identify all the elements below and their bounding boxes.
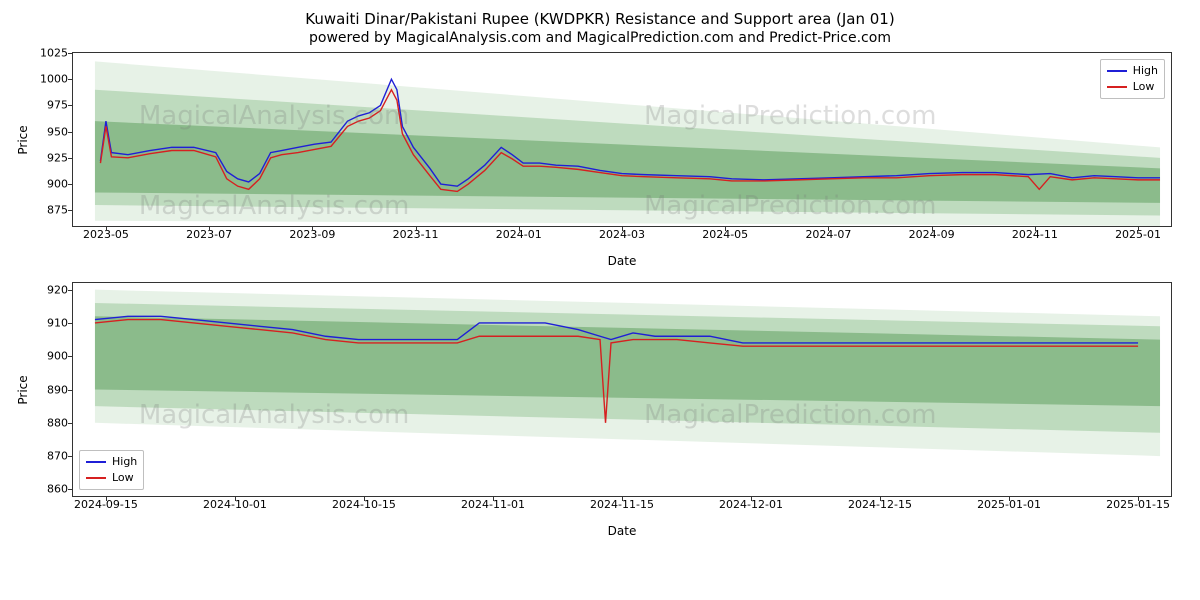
plot-svg-bottom xyxy=(73,283,1171,496)
y-tick-label: 875 xyxy=(18,204,68,217)
legend-swatch-low xyxy=(1107,86,1127,88)
y-tick-label: 925 xyxy=(18,151,68,164)
x-axis-label: Date xyxy=(608,524,637,538)
y-tick-label: 1025 xyxy=(18,47,68,60)
legend-label: High xyxy=(1133,63,1158,79)
y-tick-label: 900 xyxy=(18,178,68,191)
legend-box: High Low xyxy=(79,450,144,490)
chart-title-main: Kuwaiti Dinar/Pakistani Rupee (KWDPKR) R… xyxy=(12,10,1188,28)
legend-box: High Low xyxy=(1100,59,1165,99)
y-tick-label: 900 xyxy=(18,350,68,363)
legend-swatch-high xyxy=(1107,70,1127,72)
legend-item-high: High xyxy=(1107,63,1158,79)
chart-title-sub: powered by MagicalAnalysis.com and Magic… xyxy=(12,30,1188,46)
y-tick-label: 950 xyxy=(18,125,68,138)
legend-swatch-low xyxy=(86,477,106,479)
chart-panel-bottom: Price 860870880890900910920 MagicalAnaly… xyxy=(72,282,1172,497)
legend-item-low: Low xyxy=(1107,79,1158,95)
chart-panel-top: Price 87590092595097510001025 MagicalAna… xyxy=(72,52,1172,227)
legend-item-high: High xyxy=(86,454,137,470)
y-axis-ticks-bottom: 860 870 880 890 900 910 920 xyxy=(18,283,68,496)
x-axis-ticks-top: 2023-052023-072023-092023-112024-012024-… xyxy=(73,228,1171,248)
y-tick-label: 860 xyxy=(18,483,68,496)
y-axis-ticks-top: 87590092595097510001025 xyxy=(18,53,68,226)
y-tick-label: 890 xyxy=(18,383,68,396)
y-tick-label: 870 xyxy=(18,450,68,463)
legend-item-low: Low xyxy=(86,470,137,486)
x-axis-ticks-bottom: 2024-09-152024-10-012024-10-152024-11-01… xyxy=(73,498,1171,518)
y-tick-label: 920 xyxy=(18,283,68,296)
y-tick-label: 910 xyxy=(18,316,68,329)
legend-label: High xyxy=(112,454,137,470)
legend-swatch-high xyxy=(86,461,106,463)
plot-svg-top xyxy=(73,53,1171,226)
legend-label: Low xyxy=(1133,79,1155,95)
legend-label: Low xyxy=(112,470,134,486)
y-tick-label: 880 xyxy=(18,416,68,429)
x-axis-label: Date xyxy=(608,254,637,268)
y-tick-label: 975 xyxy=(18,99,68,112)
y-tick-label: 1000 xyxy=(18,73,68,86)
